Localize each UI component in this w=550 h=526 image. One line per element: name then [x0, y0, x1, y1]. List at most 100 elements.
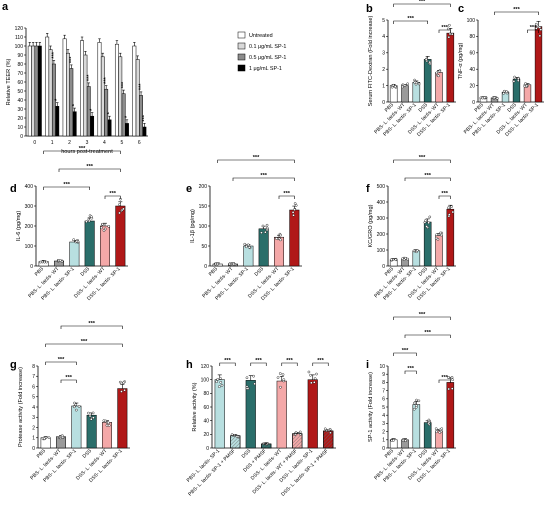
panel-e-data-point — [279, 234, 281, 236]
panel-d-bar — [116, 206, 126, 266]
panel-c-significance-label: *** — [513, 7, 520, 13]
panel-g-data-point — [120, 390, 122, 392]
panel-i-data-point — [393, 439, 395, 441]
panel-e-data-point — [293, 209, 295, 211]
panel-d-data-point — [59, 259, 61, 261]
panel-c-data-point — [524, 85, 526, 87]
panel-g-y-tick-label: 1 — [32, 436, 35, 442]
panel-h-hatch-bar — [323, 431, 333, 448]
panel-g-significance-label: *** — [65, 375, 72, 381]
panel-e-data-point — [260, 232, 262, 234]
panel-a-x-tick-label: 2 — [68, 140, 71, 146]
panel-f-data-point — [448, 213, 450, 215]
panel-a-x-axis-label: hours post-treatment — [61, 149, 113, 155]
panel-g-significance-label: *** — [88, 321, 95, 327]
panel-d-data-point — [41, 261, 43, 263]
panel-e-y-axis-label: IL-1β (pg/mg) — [190, 209, 196, 243]
panel-d-significance-label: *** — [86, 164, 93, 170]
panel-c-data-point — [482, 97, 484, 99]
panel-h-data-point — [309, 374, 311, 376]
panel-h-data-point — [314, 378, 316, 380]
panel-h-y-tick-label: 20 — [203, 432, 209, 438]
panel-h-y-tick-label: 100 — [201, 377, 210, 383]
panel-i-y-tick-label: 0 — [382, 446, 385, 452]
panel-d-y-axis-label: IL-6 (pg/mg) — [16, 211, 22, 242]
panel-i-significance-label: *** — [441, 375, 448, 381]
panel-c-bar — [535, 27, 542, 102]
panel-a-y-tick-label: 30 — [17, 107, 23, 113]
panel-e-data-point — [247, 244, 249, 246]
panel-g-bar — [118, 389, 128, 448]
panel-h-data-point — [315, 373, 317, 375]
panel-g-data-point — [73, 406, 75, 408]
panel-d-data-point — [118, 212, 120, 214]
panel-i-data-point — [448, 388, 450, 390]
panel-i-bar — [424, 423, 431, 448]
panel-i-y-tick-label: 1 — [382, 438, 385, 444]
panel-e-data-point — [275, 237, 277, 239]
panel-g-data-point — [75, 409, 77, 411]
panel-g-letter: g — [10, 359, 17, 371]
panel-d-x-tick-label: PBS — [34, 266, 46, 278]
panel-b-y-axis-label: Serum FITC-Dextran (Fold increase) — [368, 15, 374, 106]
panel-f-data-point — [424, 220, 426, 222]
panel-g-data-point — [123, 381, 125, 383]
panel-a-x-tick-label: 4 — [103, 140, 106, 146]
panel-a-y-tick-label: 90 — [17, 53, 23, 59]
panel-h-data-point — [308, 371, 310, 373]
panel-h-data-point — [216, 381, 218, 383]
panel-d-data-point — [76, 240, 78, 242]
panel-a-bar — [143, 127, 146, 136]
panel-g-data-point — [62, 436, 64, 438]
panel-a-bar — [56, 106, 59, 136]
panel-f-data-point — [413, 250, 415, 252]
panel-a-significance-label: *** — [142, 114, 148, 121]
panel-g-x-tick-label: PBS — [36, 448, 48, 460]
panel-h-data-point — [282, 374, 284, 376]
panel-d-significance-label: *** — [109, 191, 116, 197]
panel-e-y-tick-label: 50 — [201, 244, 207, 250]
panel-d-data-point — [122, 208, 124, 210]
panel-e-data-point — [245, 246, 247, 248]
panel-i-bar — [413, 405, 420, 448]
panel-f-significance-label: *** — [441, 191, 448, 197]
panel-h-data-point — [299, 431, 301, 433]
panel-c-data-point — [503, 92, 505, 94]
panel-d-significance-label: *** — [63, 182, 70, 188]
panel-c-y-tick-label: 100 — [467, 18, 476, 24]
panel-e-bar — [290, 210, 300, 266]
panel-i-significance-label: *** — [402, 348, 409, 354]
panel-b-data-point — [449, 33, 451, 35]
panel-b-data-point — [451, 33, 453, 35]
panel-i-significance-label: *** — [419, 312, 426, 318]
panel-d-data-point — [100, 227, 102, 229]
panel-d-bar — [70, 242, 80, 266]
panel-b-data-point — [401, 86, 403, 88]
panel-i-data-point — [428, 421, 430, 423]
panel-d-data-point — [118, 203, 120, 205]
panel-h: h020406080100120Relative activity (%)PBS… — [186, 359, 336, 498]
panel-i-data-point — [452, 379, 454, 381]
panel-b-bar — [424, 59, 431, 102]
panel-b-data-point — [392, 84, 394, 86]
panel-f-data-point — [447, 207, 449, 209]
panel-g-data-point — [108, 424, 110, 426]
panel-g-data-point — [48, 437, 50, 439]
panel-c-data-point — [513, 76, 515, 78]
panel-b-data-point — [437, 75, 439, 77]
panel-a-y-tick-label: 120 — [15, 26, 24, 32]
panel-c-data-point — [539, 26, 541, 28]
panel-c-data-point — [493, 97, 495, 99]
panel-c-data-point — [539, 35, 541, 37]
panel-b-significance-label: *** — [419, 0, 426, 5]
panel-i-y-tick-label: 10 — [379, 364, 385, 370]
panel-h-data-point — [220, 381, 222, 383]
panel-f-bar — [435, 236, 442, 266]
panel-f-data-point — [429, 216, 431, 218]
panel-c-data-point — [503, 90, 505, 92]
panel-a-legend-label: 0.1 μg/mL SP-1 — [249, 44, 286, 50]
panel-a-legend-label: Untreated — [249, 33, 273, 39]
